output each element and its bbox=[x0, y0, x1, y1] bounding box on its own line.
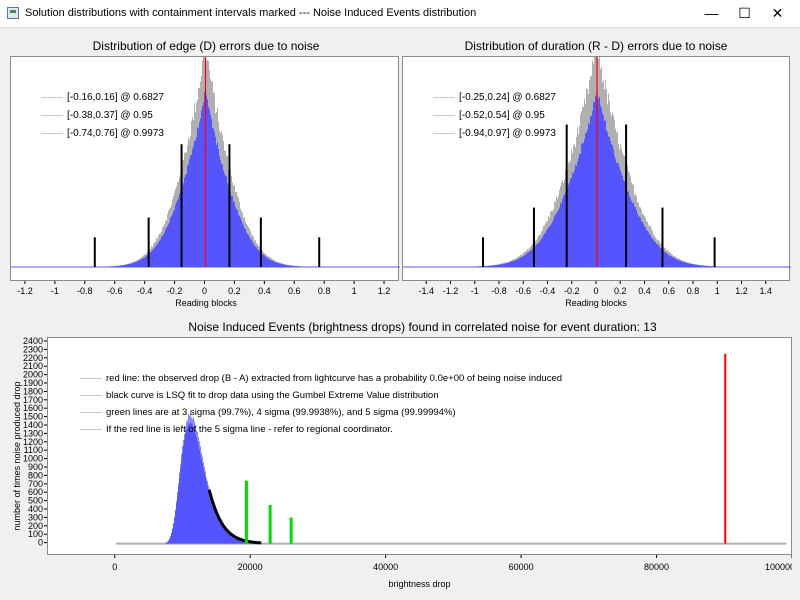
x-tick-label: -1.2 bbox=[443, 286, 459, 296]
x-tick-label: 1.2 bbox=[735, 286, 748, 296]
close-button[interactable]: ✕ bbox=[771, 5, 784, 21]
x-tick-label: 0 bbox=[112, 562, 117, 572]
x-tick-label: 0.8 bbox=[318, 286, 331, 296]
x-tick-label: 1.2 bbox=[378, 286, 391, 296]
y-tick-label: 400 bbox=[28, 504, 43, 514]
noise-events-x-axis: 0 20000 40000 60000 80000 100000 bbox=[112, 555, 792, 572]
y-tick-label: 700 bbox=[28, 479, 43, 489]
x-tick-label: -0.8 bbox=[77, 286, 93, 296]
x-tick-label: 80000 bbox=[644, 562, 669, 572]
y-tick-label: 1300 bbox=[23, 428, 43, 438]
legend-entry: [-0.52,0.54] @ 0.95 bbox=[433, 107, 556, 125]
y-tick-label: 1600 bbox=[23, 403, 43, 413]
x-tick-label: 20000 bbox=[238, 562, 263, 572]
edge-errors-plot[interactable]: [-0.16,0.16] @ 0.6827 [-0.38,0.37] @ 0.9… bbox=[10, 56, 400, 281]
duration-errors-x-axis: -1.4 -1.2 -1 -0.8 -0.6 -0.4 -0.2 0 0.2 0.4 0.6 0.8 1… bbox=[418, 281, 772, 296]
x-tick-label: -0.4 bbox=[540, 286, 556, 296]
legend-entry: If the red line is left of the 5 sigma l… bbox=[80, 421, 562, 438]
y-tick-label: 1000 bbox=[23, 454, 43, 464]
y-tick-label: 300 bbox=[28, 512, 43, 522]
y-tick-label: 1200 bbox=[23, 437, 43, 447]
noise-events-plot[interactable]: red line: the observed drop (B - A) extr… bbox=[47, 337, 792, 555]
y-tick-label: 900 bbox=[28, 462, 43, 472]
x-tick-label: 1 bbox=[715, 286, 720, 296]
maximize-button[interactable]: ☐ bbox=[738, 5, 751, 21]
y-tick-label: 100 bbox=[28, 529, 43, 539]
y-tick-label: 2400 bbox=[23, 336, 43, 346]
x-tick-label: 0 bbox=[202, 286, 207, 296]
y-tick-label: 1100 bbox=[24, 445, 43, 455]
y-tick-label: 1500 bbox=[23, 412, 43, 422]
x-tick-label: -0.2 bbox=[167, 286, 183, 296]
legend-entry: green lines are at 3 sigma (99.7%), 4 si… bbox=[80, 404, 562, 421]
window-title: Solution distributions with containment … bbox=[25, 7, 477, 19]
legend-entry: red line: the observed drop (B - A) extr… bbox=[80, 370, 562, 387]
noise-events-chart bbox=[115, 353, 787, 545]
duration-errors-legend: [-0.25,0.24] @ 0.6827 [-0.52,0.54] @ 0.9… bbox=[433, 89, 556, 143]
x-tick-label: 0.4 bbox=[638, 286, 651, 296]
edge-errors-legend: [-0.16,0.16] @ 0.6827 [-0.38,0.37] @ 0.9… bbox=[41, 89, 164, 143]
edge-errors-title: Distribution of edge (D) errors due to n… bbox=[92, 39, 320, 53]
y-tick-label: 800 bbox=[28, 470, 43, 480]
x-tick-label: -1.2 bbox=[17, 286, 33, 296]
x-tick-label: -0.4 bbox=[137, 286, 153, 296]
y-tick-label: 2200 bbox=[23, 353, 43, 363]
y-tick-label: 2300 bbox=[23, 344, 43, 354]
x-tick-label: 0 bbox=[593, 286, 598, 296]
duration-errors-title: Distribution of duration (R - D) errors … bbox=[464, 39, 728, 53]
x-tick-label: 1.4 bbox=[759, 286, 772, 296]
app-icon bbox=[7, 7, 19, 19]
window-titlebar: Solution distributions with containment … bbox=[0, 0, 800, 28]
y-tick-label: 200 bbox=[28, 521, 43, 531]
x-tick-label: 0.8 bbox=[687, 286, 700, 296]
duration-errors-x-label: Reading blocks bbox=[565, 298, 627, 308]
legend-entry: black curve is LSQ fit to drop data usin… bbox=[80, 387, 562, 404]
legend-entry: [-0.25,0.24] @ 0.6827 bbox=[433, 89, 556, 107]
x-tick-label: -1 bbox=[51, 286, 59, 296]
y-tick-label: 600 bbox=[28, 487, 43, 497]
noise-events-y-axis: 0100200300400500600700800900100011001200… bbox=[23, 336, 47, 548]
x-tick-label: 1 bbox=[352, 286, 357, 296]
x-tick-label: 0.6 bbox=[662, 286, 675, 296]
y-tick-label: 2000 bbox=[23, 370, 43, 380]
edge-errors-x-label: Reading blocks bbox=[175, 298, 237, 308]
y-tick-label: 1700 bbox=[23, 395, 43, 405]
legend-entry: [-0.94,0.97] @ 0.9973 bbox=[433, 125, 556, 143]
y-tick-label: 1900 bbox=[23, 378, 43, 388]
y-tick-label: 1400 bbox=[23, 420, 43, 430]
minimize-button[interactable]: — bbox=[704, 5, 719, 21]
x-tick-label: 0.6 bbox=[288, 286, 301, 296]
x-tick-label: -0.8 bbox=[491, 286, 507, 296]
x-tick-label: 60000 bbox=[509, 562, 534, 572]
y-tick-label: 500 bbox=[28, 496, 43, 506]
y-tick-label: 2100 bbox=[23, 361, 43, 371]
x-tick-label: 0.2 bbox=[228, 286, 241, 296]
legend-entry: [-0.16,0.16] @ 0.6827 bbox=[41, 89, 164, 107]
x-tick-label: -1 bbox=[471, 286, 479, 296]
x-tick-label: -1.4 bbox=[418, 286, 434, 296]
x-tick-label: 0.4 bbox=[258, 286, 271, 296]
y-tick-label: 1800 bbox=[23, 386, 43, 396]
y-tick-label: 0 bbox=[38, 538, 43, 548]
noise-events-x-label: brightness drop bbox=[388, 579, 451, 589]
edge-errors-x-axis: -1.2 -1 -0.8 -0.6 -0.4 -0.2 0 0.2 0.4 0.6 0.8 1 1.2 bbox=[17, 281, 391, 296]
x-tick-label: 0.2 bbox=[614, 286, 627, 296]
x-tick-label: 100000 bbox=[765, 562, 792, 572]
x-tick-label: 40000 bbox=[373, 562, 398, 572]
x-tick-label: -0.2 bbox=[564, 286, 580, 296]
legend-entry: [-0.38,0.37] @ 0.95 bbox=[41, 107, 164, 125]
gumbel-fit-curve bbox=[207, 489, 262, 545]
x-tick-label: -0.6 bbox=[107, 286, 123, 296]
noise-events-legend: red line: the observed drop (B - A) extr… bbox=[80, 370, 562, 438]
noise-events-title: Noise Induced Events (brightness drops) … bbox=[188, 320, 657, 334]
edge-errors-chart bbox=[11, 57, 400, 268]
x-tick-label: -0.6 bbox=[515, 286, 531, 296]
duration-errors-chart bbox=[403, 57, 791, 268]
duration-errors-plot[interactable]: [-0.25,0.24] @ 0.6827 [-0.52,0.54] @ 0.9… bbox=[402, 56, 791, 281]
legend-entry: [-0.74,0.76] @ 0.9973 bbox=[41, 125, 164, 143]
